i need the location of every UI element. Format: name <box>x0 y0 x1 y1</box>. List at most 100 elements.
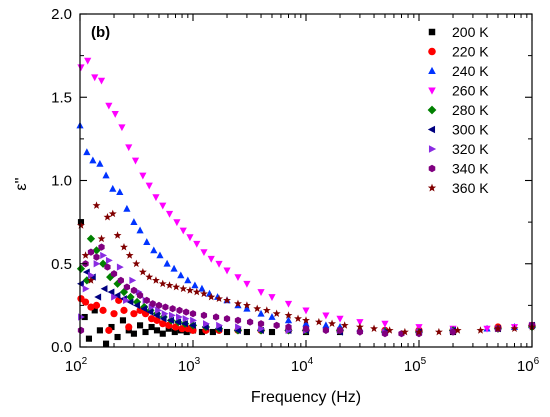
data-point <box>285 323 292 331</box>
legend-marker <box>427 105 437 115</box>
data-point <box>200 289 208 298</box>
data-point <box>142 328 149 336</box>
data-point <box>81 298 90 306</box>
data-point <box>98 243 105 251</box>
data-point <box>192 287 201 296</box>
data-point <box>355 322 364 331</box>
legend-label: 200 K <box>452 24 489 40</box>
data-point <box>156 251 164 259</box>
data-point <box>370 324 378 333</box>
data-point <box>125 323 133 331</box>
data-point <box>284 311 293 319</box>
data-point <box>165 281 174 289</box>
data-point <box>172 282 181 291</box>
data-point <box>453 326 462 334</box>
data-point <box>200 311 208 319</box>
data-point <box>102 340 110 347</box>
data-point <box>223 315 231 323</box>
data-point <box>133 301 140 309</box>
data-point <box>105 102 113 110</box>
data-point <box>149 300 156 308</box>
data-point <box>138 267 147 276</box>
data-point <box>179 284 188 293</box>
data-point <box>184 276 192 284</box>
data-point <box>162 303 169 311</box>
data-point <box>148 323 155 331</box>
data-point <box>170 264 178 272</box>
data-point <box>87 248 95 256</box>
x-tick-label: 104 <box>291 356 314 375</box>
axis-ticks: 102 103 104 105 106 0.0 0.5 1.0 1.5 2.0 <box>51 6 539 375</box>
data-point <box>242 301 251 309</box>
legend-label: 340 K <box>452 161 489 177</box>
data-point <box>328 319 336 328</box>
data-point <box>97 77 106 85</box>
data-point <box>179 227 187 235</box>
data-point <box>153 316 161 324</box>
data-point <box>94 293 102 301</box>
legend-entry: 240 K <box>428 63 489 79</box>
data-point <box>87 276 95 284</box>
data-point <box>182 315 190 323</box>
data-point <box>167 316 174 324</box>
x-tick-label: 106 <box>517 356 540 375</box>
legend-entry: 200 K <box>428 24 489 40</box>
data-point <box>189 321 196 329</box>
data-point <box>111 111 119 118</box>
data-point <box>268 294 276 302</box>
data-point <box>100 251 108 260</box>
data-point <box>132 259 141 268</box>
data-point <box>114 333 121 341</box>
data-point <box>186 286 194 294</box>
data-point <box>87 303 95 311</box>
legend-marker <box>427 183 437 192</box>
data-point <box>130 218 138 225</box>
data-point <box>123 296 130 304</box>
data-point <box>155 301 163 309</box>
data-point <box>253 304 262 313</box>
y-tick-label: 0.5 <box>51 256 72 273</box>
data-point <box>85 335 93 342</box>
data-point <box>102 171 110 179</box>
data-point <box>103 212 112 221</box>
legend: 200 K 220 K 240 K 260 K 280 K 300 K 320 K 340 K… <box>427 24 489 196</box>
legend-marker <box>428 28 436 36</box>
data-point <box>235 323 242 331</box>
data-point <box>153 311 160 319</box>
data-point <box>96 159 104 167</box>
x-axis-title: Frequency (Hz) <box>251 389 361 406</box>
data-point <box>158 279 167 288</box>
legend-entry: 300 K <box>427 122 489 138</box>
data-point <box>161 310 169 318</box>
data-point <box>381 320 389 328</box>
data-point <box>190 316 197 324</box>
data-point <box>99 306 107 314</box>
data-point <box>302 316 310 324</box>
data-point <box>129 276 137 284</box>
legend-label: 240 K <box>452 63 489 79</box>
legend-label: 320 K <box>452 141 489 157</box>
data-point <box>130 330 137 337</box>
x-tick-label: 102 <box>65 356 88 375</box>
data-point <box>215 325 222 333</box>
data-point <box>119 317 127 324</box>
data-point <box>169 305 176 313</box>
data-point <box>189 326 197 334</box>
data-point <box>83 148 91 156</box>
legend-marker <box>428 145 437 153</box>
legend-label: 220 K <box>452 44 489 60</box>
data-point <box>92 301 101 309</box>
data-point <box>82 268 90 276</box>
data-point <box>139 172 147 180</box>
data-point <box>200 249 208 257</box>
data-point <box>302 307 310 315</box>
data-point <box>108 209 117 218</box>
data-point <box>215 260 223 268</box>
data-point <box>130 310 138 318</box>
data-point <box>336 326 344 334</box>
data-point <box>109 184 117 192</box>
data-point <box>268 328 276 336</box>
data-point <box>193 240 201 248</box>
data-point <box>116 263 124 271</box>
